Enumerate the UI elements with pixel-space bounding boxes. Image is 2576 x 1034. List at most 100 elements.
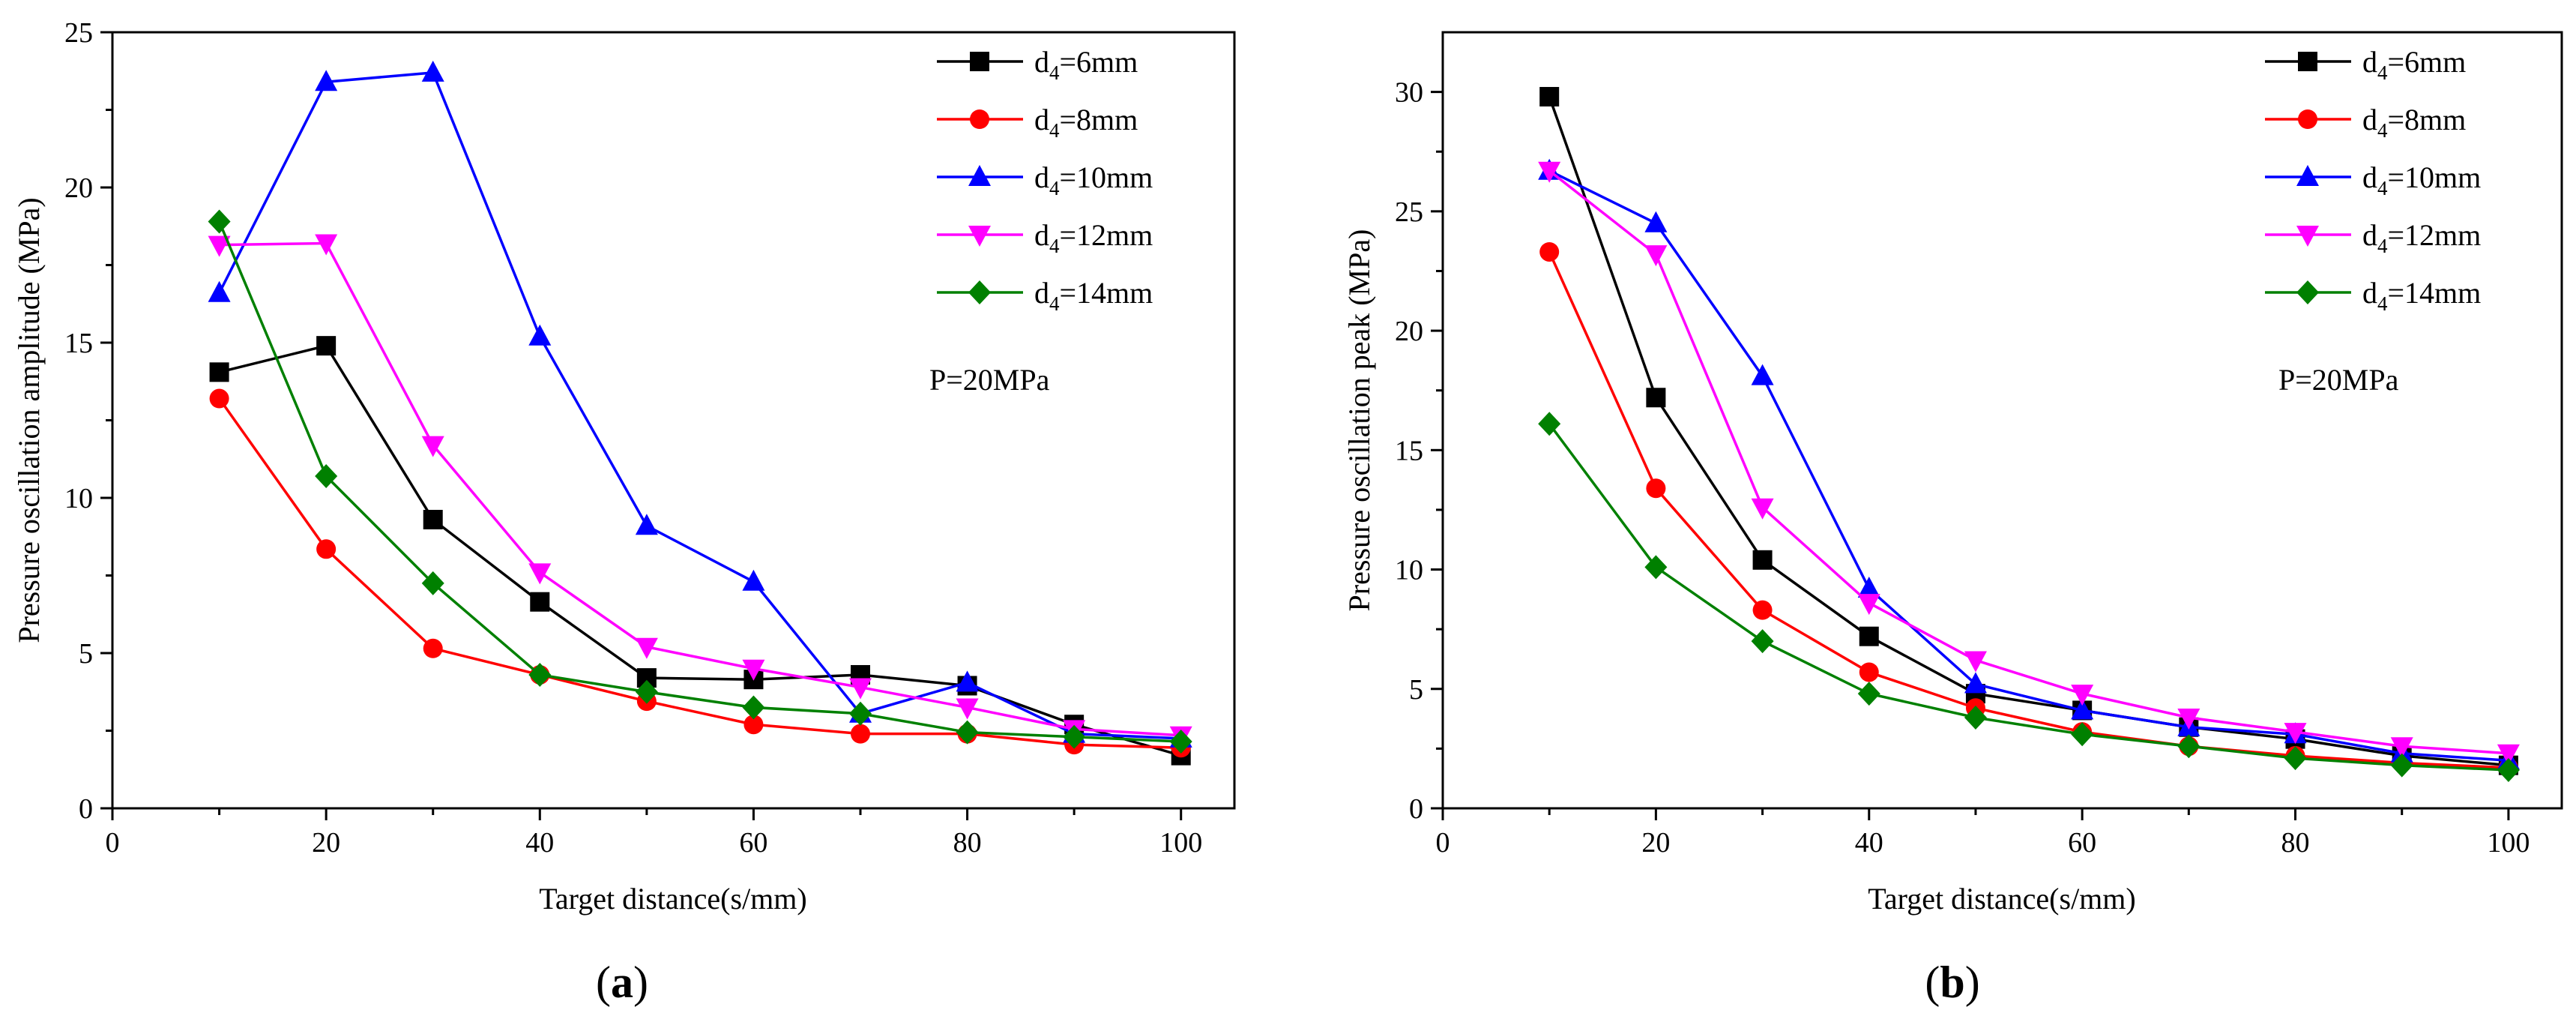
series-line [1548,169,2509,763]
chart-b: 0 20 40 60 80 100 0 5 10 15 20 25 30 Target distance(… [1342,31,2563,1007]
data-point [1859,626,1879,646]
data-point [316,336,337,356]
data-point [1644,555,1668,580]
data-point [2071,698,2094,720]
x-tick-label: 0 [106,827,120,859]
legend-label: d4=6mm [1034,45,1138,84]
data-point [1964,651,1987,673]
x-tick-label: 20 [1641,827,1670,859]
y-axis-label: Pressure oscillation amplitude (MPa) [12,197,46,643]
y-tick-label: 0 [1409,793,1423,825]
series-line [1548,423,2509,772]
legend-label: d4=6mm [2362,45,2466,84]
data-point [1646,478,1666,499]
series-line [1548,96,2509,767]
data-point [742,659,765,681]
data-point [423,509,443,529]
y-tick-label: 20 [64,172,93,204]
data-point [1539,86,1560,106]
legend-entry: d4=6mm [2265,45,2466,84]
legend-label: d4=14mm [1034,276,1153,315]
y-tick-label: 5 [79,638,93,670]
legend-entry: d4=12mm [2265,218,2481,257]
series-14mm [208,209,1192,754]
y-tick-label: 20 [1395,316,1423,347]
data-point [421,436,444,457]
data-point [2497,744,2520,766]
x-tick-label: 40 [525,827,554,859]
data-point [209,362,229,382]
series-line [219,241,1181,737]
y-axis-label: Pressure oscillation peak (MPa) [1342,229,1376,612]
legend-label: d4=14mm [2362,276,2481,315]
y-tick-label: 25 [64,17,93,49]
y-tick-label: 15 [1395,435,1423,466]
data-point [208,280,231,302]
data-point [1859,662,1879,682]
legend-label: d4=10mm [1034,160,1153,199]
data-point [208,235,231,257]
series-line [217,220,1181,743]
data-point [421,571,444,595]
series-14mm [1538,412,2520,783]
legend-label: d4=8mm [1034,103,1138,142]
y-tick-label: 0 [79,793,93,825]
data-point [1644,245,1668,267]
series-12mm [1538,161,2520,766]
series-12mm [208,234,1192,748]
y-tick-label: 5 [1409,674,1423,706]
data-point [1857,682,1880,706]
data-point [316,539,337,559]
legend-entry: d4=10mm [937,160,1153,199]
series-line [218,397,1181,750]
data-point [528,324,552,346]
y-tick-label: 10 [64,483,93,514]
data-point [2497,758,2520,783]
data-point [315,464,338,489]
data-point [423,638,443,658]
data-point [1964,705,1987,730]
legend-marker [2296,226,2319,247]
series-line [1548,169,2509,755]
legend-entry: d4=14mm [2265,276,2481,315]
data-point [2071,685,2094,706]
data-point [849,701,872,726]
data-point [635,637,658,659]
y-tick-label: 10 [1395,555,1423,586]
pressure-annotation: P=20MPa [929,363,1050,397]
data-point [2071,722,2094,747]
plot-frame [1441,31,2563,810]
data-point [1538,412,1561,436]
data-point [530,592,550,612]
data-point [956,720,979,745]
plot-frame [111,31,1236,810]
data-point [742,569,765,591]
legend-entry: d4=10mm [2265,160,2481,199]
data-point [1752,600,1773,620]
x-tick-label: 100 [2487,827,2530,859]
data-point [956,698,979,720]
data-point [1538,161,1561,183]
legend-label: d4=12mm [1034,218,1153,257]
legend-marker [968,165,991,186]
legend-label: d4=10mm [2362,160,2481,199]
data-point [1964,672,1987,694]
data-point [2177,708,2201,730]
legend-entry: d4=8mm [2265,103,2466,142]
data-point [1751,629,1774,654]
data-point [743,715,764,735]
data-point [956,670,979,692]
y-tick-label: 15 [64,328,93,359]
legend-marker [970,109,989,129]
data-point [421,60,444,82]
data-point [1752,550,1773,570]
data-point [1857,577,1880,598]
data-point [2284,746,2307,771]
x-tick-label: 0 [1436,827,1450,859]
x-tick-label: 60 [739,827,767,859]
data-point [528,662,552,687]
data-point [315,234,338,256]
data-point [1169,729,1192,754]
data-point [635,679,658,704]
x-tick-label: 100 [1159,827,1202,859]
